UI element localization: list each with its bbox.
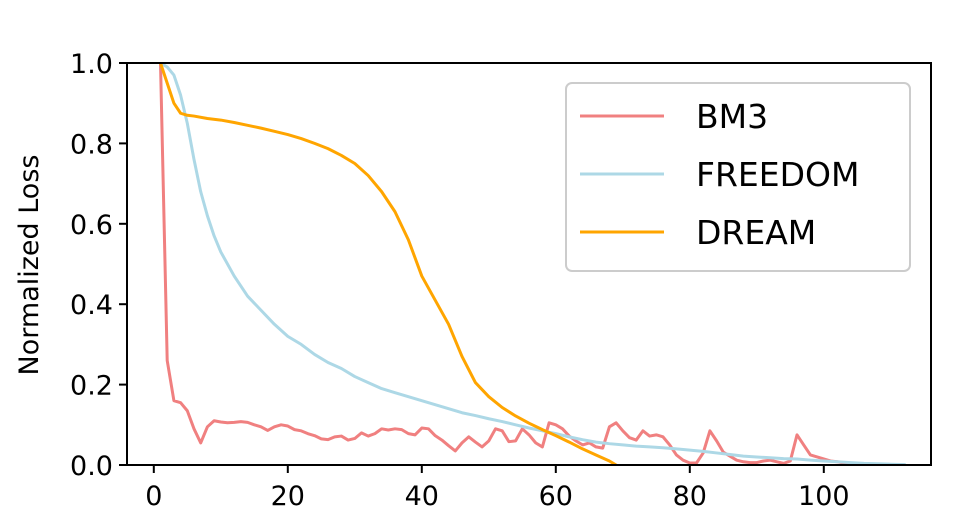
legend-box: [565, 82, 911, 272]
ticks-layer: 0 20 40 60 80 100 0.0 0.2 0.4 0.6 0.8 1.0: [70, 49, 850, 512]
y-tick-label: 1.0: [70, 49, 113, 80]
legend-label-bm3: BM3: [696, 97, 768, 136]
axes-layer: [126, 62, 932, 466]
legend-label-freedom: FREEDOM: [696, 155, 859, 194]
x-tick-label: 80: [673, 481, 707, 512]
x-tick-label: 60: [539, 481, 573, 512]
y-tick-label: 0.8: [70, 129, 113, 160]
series-line-freedom: [158, 63, 906, 465]
y-tick-label: 0.6: [70, 210, 113, 241]
x-tick-label: 20: [271, 481, 305, 512]
series-layer: [158, 63, 906, 465]
y-tick-label: 0.2: [70, 371, 113, 402]
legend: BM3 FREEDOM DREAM: [565, 82, 911, 272]
x-tick-label: 100: [798, 481, 850, 512]
x-tick-label: 0: [145, 481, 162, 512]
x-tick-label: 40: [405, 481, 439, 512]
series-line-dream: [158, 63, 619, 465]
legend-label-dream: DREAM: [696, 213, 816, 252]
plot-frame: [126, 62, 932, 466]
y-tick-label: 0.0: [70, 451, 113, 482]
series-line-bm3: [158, 63, 860, 465]
y-axis-label: Normalized Loss: [14, 155, 45, 376]
y-tick-label: 0.4: [70, 290, 113, 321]
